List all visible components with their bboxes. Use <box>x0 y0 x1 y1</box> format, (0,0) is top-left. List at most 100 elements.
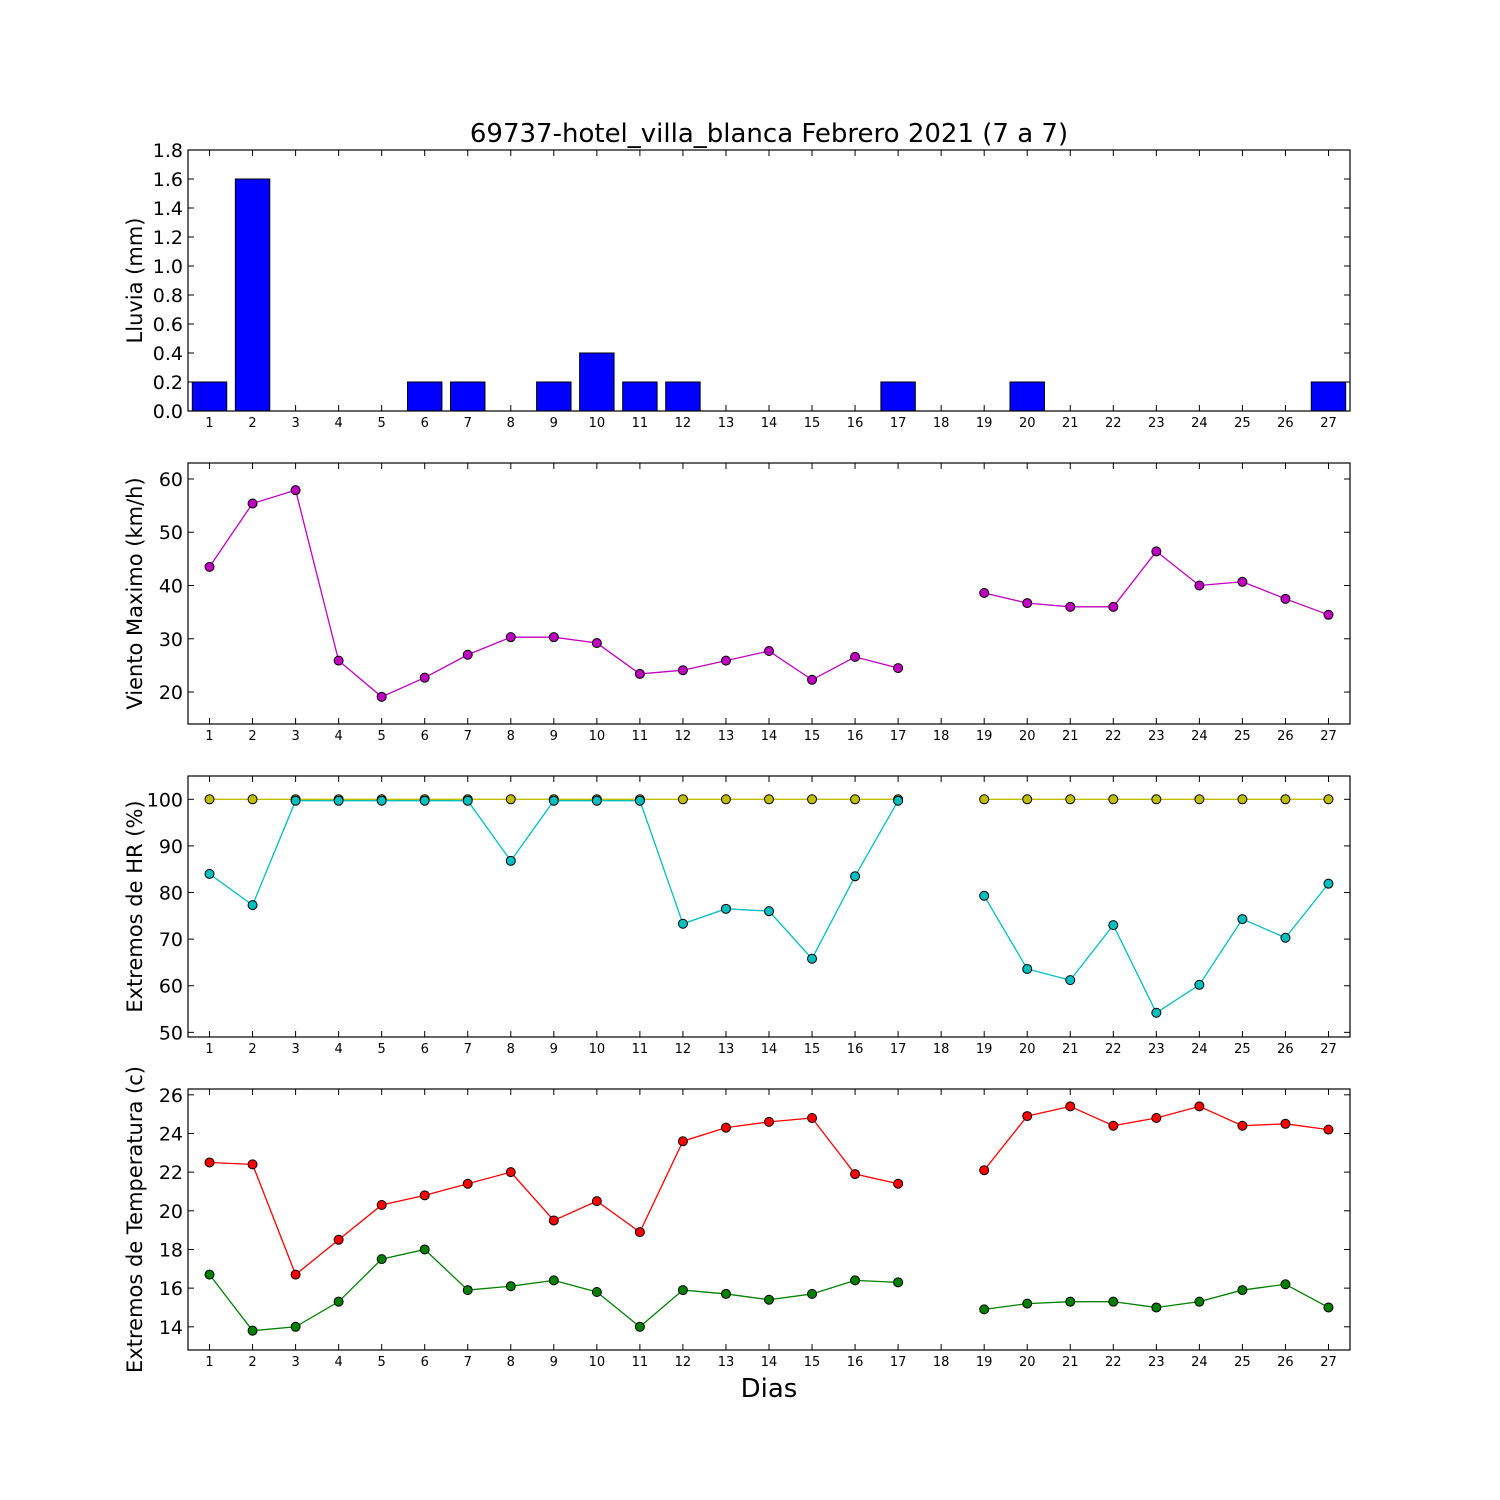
hr_min-point-day-17 <box>893 795 904 806</box>
y-axis-label: Extremos de Temperatura (c) <box>123 1066 147 1373</box>
x-tick-label: 16 <box>847 729 864 744</box>
rain-bar-day-2 <box>234 178 271 412</box>
hr_max-point-day-23 <box>1151 794 1162 805</box>
hr_min-point-day-15 <box>807 953 818 964</box>
x-tick-label: 24 <box>1191 416 1208 431</box>
x-tick-label: 12 <box>675 1042 692 1057</box>
panel-frame <box>187 462 1351 725</box>
x-tick-label: 19 <box>976 1355 993 1370</box>
wind-point-day-4 <box>333 655 344 666</box>
x-tick-label: 5 <box>378 1042 386 1057</box>
temp_max-point-day-16 <box>850 1169 861 1180</box>
hr_min-point-day-24 <box>1194 979 1205 990</box>
x-tick-label: 3 <box>291 729 299 744</box>
temp_max-point-day-25 <box>1237 1120 1248 1131</box>
y-tick-label: 50 <box>159 522 183 544</box>
hr_max-point-day-14 <box>764 794 774 805</box>
y-tick-label: 16 <box>159 1278 183 1300</box>
x-tick-label: 12 <box>675 729 692 744</box>
y-tick-label: 20 <box>159 1201 183 1223</box>
hr_min-point-day-16 <box>850 871 861 882</box>
x-tick-label: 5 <box>378 1355 386 1370</box>
x-tick-label: 22 <box>1105 729 1122 744</box>
x-tick-label: 14 <box>761 416 778 431</box>
x-tick-label: 26 <box>1277 416 1294 431</box>
wind-point-day-9 <box>548 632 559 643</box>
x-tick-label: 26 <box>1277 1355 1294 1370</box>
x-tick-label: 19 <box>976 1042 993 1057</box>
wind-line <box>984 550 1329 616</box>
x-tick-label: 7 <box>464 1042 472 1057</box>
y-tick-label: 1.0 <box>153 256 183 278</box>
hr_min-point-day-7 <box>462 795 473 806</box>
x-tick-label: 22 <box>1105 1042 1122 1057</box>
temp_min-point-day-6 <box>419 1244 430 1255</box>
x-tick-label: 16 <box>847 416 864 431</box>
hr_min-point-day-13 <box>720 903 731 914</box>
hr_min-point-day-4 <box>333 795 344 806</box>
x-tick-label: 23 <box>1148 1042 1165 1057</box>
x-tick-label: 23 <box>1148 416 1165 431</box>
wind-point-day-16 <box>850 651 861 662</box>
hr_min-point-day-23 <box>1151 1007 1162 1018</box>
x-tick-label: 26 <box>1277 1042 1294 1057</box>
x-tick-label: 16 <box>847 1042 864 1057</box>
wind-point-day-22 <box>1108 601 1119 612</box>
temp_max-point-day-4 <box>333 1234 344 1245</box>
hr_min-point-day-10 <box>591 795 602 806</box>
panel-1: 0.00.20.40.60.81.01.21.41.61.81 2 3 4 5 6 7 8 9 1… <box>123 140 1351 431</box>
wind-point-day-14 <box>764 646 774 657</box>
temp_min-point-day-16 <box>850 1275 861 1286</box>
x-tick-label: 22 <box>1105 416 1122 431</box>
x-tick-label: 27 <box>1320 416 1337 431</box>
x-tick-label: 5 <box>378 729 386 744</box>
x-tick-label: 21 <box>1062 729 1079 744</box>
y-tick-label: 20 <box>159 682 183 704</box>
x-axis-label: Dias <box>741 1374 798 1404</box>
x-tick-label: 11 <box>632 729 649 744</box>
wind-point-day-15 <box>807 674 818 685</box>
temp_min-point-day-14 <box>764 1294 774 1305</box>
x-tick-label: 7 <box>464 416 472 431</box>
rain-bar-day-11 <box>622 381 658 412</box>
temp_min-point-day-19 <box>979 1304 990 1315</box>
x-tick-label: 18 <box>933 1355 950 1370</box>
wind-line <box>208 489 899 698</box>
x-tick-label: 17 <box>890 1355 907 1370</box>
x-tick-label: 19 <box>976 416 993 431</box>
y-tick-label: 30 <box>159 629 183 651</box>
wind-point-day-21 <box>1065 601 1076 612</box>
x-tick-label: 25 <box>1234 416 1251 431</box>
temp_min-point-day-25 <box>1237 1285 1248 1296</box>
wind-point-day-12 <box>677 665 688 676</box>
temp_min-point-day-12 <box>677 1285 688 1296</box>
x-tick-label: 8 <box>507 729 515 744</box>
hr_min-point-day-14 <box>764 906 774 917</box>
y-tick-label: 0.4 <box>153 343 183 365</box>
rain-bar-day-10 <box>579 352 615 412</box>
temp_max-point-day-2 <box>247 1159 258 1170</box>
y-tick-label: 0.6 <box>153 314 183 336</box>
hr_min-point-day-20 <box>1022 963 1033 974</box>
x-tick-label: 14 <box>761 1355 778 1370</box>
y-axis-label: Extremos de HR (%) <box>123 800 147 1012</box>
hr_min-point-day-9 <box>548 795 559 806</box>
temp_min-point-day-20 <box>1022 1298 1033 1309</box>
hr_min-line <box>983 883 1329 1014</box>
temp_max-point-day-17 <box>893 1178 904 1189</box>
x-tick-label: 15 <box>804 1042 821 1057</box>
x-tick-label: 10 <box>589 1042 606 1057</box>
x-tick-label: 8 <box>507 1355 515 1370</box>
y-tick-label: 1.6 <box>153 169 183 191</box>
x-tick-label: 1 <box>205 1042 213 1057</box>
x-tick-label: 17 <box>890 416 907 431</box>
wind-point-day-3 <box>290 485 301 496</box>
x-tick-label: 24 <box>1191 729 1208 744</box>
temp_min-point-day-13 <box>720 1288 731 1299</box>
x-tick-label: 24 <box>1191 1355 1208 1370</box>
hr_max-point-day-19 <box>979 794 990 805</box>
